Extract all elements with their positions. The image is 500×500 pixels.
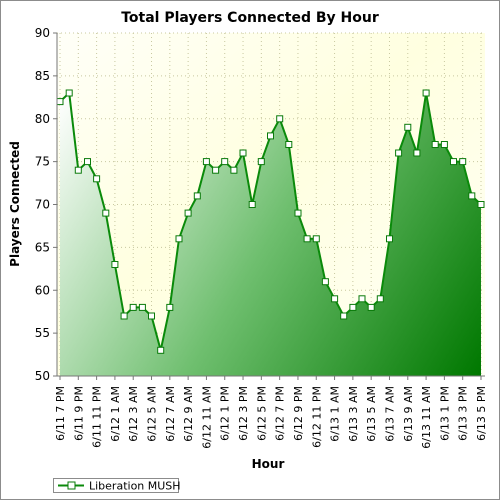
data-point xyxy=(157,346,165,354)
data-point xyxy=(395,149,403,157)
x-tick-label: 6/11 9 PM xyxy=(72,386,85,441)
data-point xyxy=(129,303,137,311)
y-axis-ticks: 50 55 60 65 70 75 80 85 90 xyxy=(35,26,57,383)
x-tick-label: 6/13 5 AM xyxy=(365,386,378,442)
data-point xyxy=(321,278,329,286)
x-tick-label: 6/12 5 PM xyxy=(255,386,268,441)
data-point xyxy=(175,235,183,243)
data-point xyxy=(230,166,238,174)
x-tick-label: 6/13 3 PM xyxy=(457,386,470,441)
data-point xyxy=(376,295,384,303)
x-tick-label: 6/13 1 PM xyxy=(438,386,451,441)
data-point xyxy=(468,192,476,200)
data-point xyxy=(331,295,339,303)
data-point xyxy=(193,192,201,200)
data-point xyxy=(148,312,155,320)
y-tick-label: 70 xyxy=(35,198,50,212)
data-point xyxy=(431,141,439,148)
data-point xyxy=(303,235,311,243)
y-axis-title: Players Connected xyxy=(8,141,22,267)
data-point xyxy=(93,175,101,183)
x-tick-label: 6/12 11 PM xyxy=(310,386,323,448)
series-area xyxy=(60,93,481,376)
x-tick-label: 6/12 1 PM xyxy=(219,386,232,441)
x-tick-label: 6/12 9 AM xyxy=(182,386,195,442)
x-tick-label: 6/12 1 AM xyxy=(109,386,122,442)
y-tick-label: 80 xyxy=(35,112,50,126)
legend-box xyxy=(53,478,179,493)
chart-title: Total Players Connected By Hour xyxy=(121,10,379,26)
x-tick-label: 6/12 11 AM xyxy=(200,386,213,449)
data-point xyxy=(413,149,421,157)
data-point xyxy=(84,158,91,166)
data-point xyxy=(120,312,128,320)
data-point xyxy=(212,166,220,174)
y-tick-label: 85 xyxy=(35,69,50,83)
y-tick-label: 75 xyxy=(35,155,50,169)
data-point xyxy=(285,141,293,148)
x-tick-label: 6/13 3 AM xyxy=(347,386,360,442)
data-point xyxy=(239,149,247,157)
data-point xyxy=(184,209,192,217)
x-tick-label: 6/12 5 AM xyxy=(146,386,159,442)
data-point xyxy=(340,312,348,320)
data-point xyxy=(312,235,320,243)
y-tick-label: 60 xyxy=(35,283,50,297)
data-point xyxy=(202,158,210,166)
data-point xyxy=(56,98,64,106)
data-point xyxy=(477,201,485,208)
x-axis-ticks: 6/11 7 PM 6/11 9 PM 6/11 11 PM 6/12 1 AM 6/1… xyxy=(54,376,488,449)
data-point xyxy=(138,303,146,311)
x-axis-title: Hour xyxy=(252,457,285,471)
legend-marker-swatch xyxy=(67,481,76,490)
y-tick-label: 55 xyxy=(35,326,50,340)
data-point xyxy=(166,303,174,311)
data-point xyxy=(294,209,302,217)
data-point xyxy=(102,209,110,217)
data-point xyxy=(450,158,457,166)
data-point xyxy=(440,141,448,148)
data-point xyxy=(422,89,430,97)
series-markers xyxy=(56,89,485,354)
x-tick-label: 6/13 11 AM xyxy=(420,386,433,449)
legend: Liberation MUSH xyxy=(53,478,181,493)
data-point xyxy=(65,89,73,97)
x-tick-label: 6/12 3 PM xyxy=(237,386,250,441)
data-point xyxy=(276,115,284,123)
data-point xyxy=(74,166,82,174)
data-point xyxy=(257,158,265,166)
y-tick-label: 90 xyxy=(35,26,50,40)
data-point xyxy=(404,123,412,131)
data-point xyxy=(459,158,467,166)
data-point xyxy=(267,132,274,140)
x-tick-label: 6/11 11 PM xyxy=(91,386,104,448)
x-tick-label: 6/11 7 PM xyxy=(54,386,67,441)
data-point xyxy=(248,201,256,208)
x-tick-label: 6/13 5 PM xyxy=(475,386,488,441)
x-tick-label: 6/12 9 PM xyxy=(292,386,305,441)
data-point xyxy=(367,303,375,311)
data-point xyxy=(349,303,357,311)
x-tick-label: 6/12 7 PM xyxy=(274,386,287,441)
y-tick-label: 50 xyxy=(35,369,50,383)
x-tick-label: 6/12 7 AM xyxy=(164,386,177,442)
data-point xyxy=(111,261,119,268)
x-tick-label: 6/13 1 AM xyxy=(329,386,342,442)
y-tick-label: 65 xyxy=(35,240,50,254)
x-tick-label: 6/12 3 AM xyxy=(127,386,140,442)
data-point xyxy=(221,158,229,166)
legend-label: Liberation MUSH xyxy=(89,480,181,493)
x-tick-label: 6/13 7 AM xyxy=(383,386,396,442)
x-tick-label: 6/13 9 AM xyxy=(402,386,415,442)
data-point xyxy=(386,235,393,243)
data-point xyxy=(358,295,366,303)
